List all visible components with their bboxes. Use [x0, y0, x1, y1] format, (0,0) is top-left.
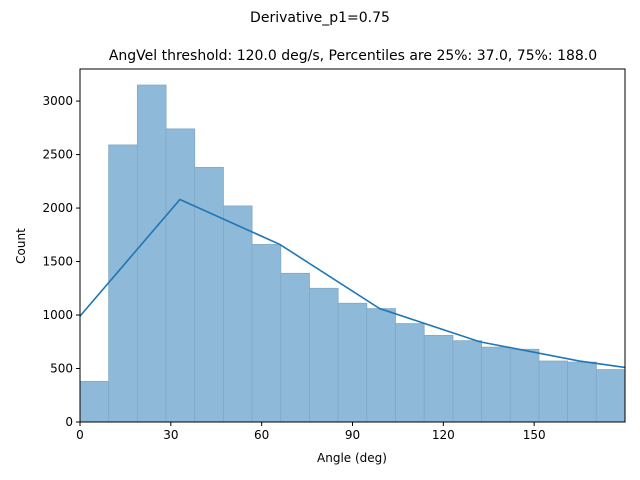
histogram-bar: [165, 128, 196, 423]
histogram-bar: [280, 272, 310, 423]
histogram-bar: [395, 323, 425, 423]
x-tick-label: 30: [163, 428, 178, 442]
x-axis-ticks: 0 30 60 90 120 150: [76, 422, 546, 442]
kde-line: [79, 198, 626, 369]
histogram-bar: [452, 340, 482, 423]
histogram-bar: [136, 84, 167, 423]
y-axis-label: Count: [14, 228, 28, 264]
y-tick-label: 1000: [42, 308, 73, 322]
x-tick-label: 120: [432, 428, 455, 442]
histogram-bar: [538, 360, 569, 423]
histogram-bar: [423, 334, 454, 423]
y-tick-label: 1500: [42, 255, 73, 269]
y-tick-label: 500: [50, 362, 73, 376]
histogram-bar: [595, 369, 626, 423]
chart-title: AngVel threshold: 120.0 deg/s, Percentil…: [109, 48, 597, 64]
histogram-bar: [366, 308, 396, 423]
y-axis-ticks: 0 500 1000 1500 2000 2500 3000: [42, 94, 80, 429]
x-axis-label: Angle (deg): [317, 451, 387, 465]
histogram-bar: [337, 302, 368, 423]
histogram-bar: [251, 244, 282, 423]
histogram-bar: [194, 167, 224, 423]
y-tick-label: 3000: [42, 94, 73, 108]
histogram-bar: [481, 346, 511, 423]
y-tick-label: 0: [65, 415, 73, 429]
histogram-bar: [309, 287, 339, 423]
histogram-bar: [223, 205, 253, 423]
x-tick-label: 60: [254, 428, 269, 442]
y-tick-label: 2500: [42, 148, 73, 162]
histogram-bar: [567, 361, 597, 423]
x-tick-label: 0: [76, 428, 84, 442]
histogram-bars: [79, 84, 626, 423]
histogram-bar: [509, 348, 540, 423]
y-tick-label: 2000: [42, 201, 73, 215]
x-tick-label: 90: [345, 428, 360, 442]
histogram-bar: [108, 144, 138, 423]
histogram-bar: [79, 380, 110, 423]
chart-suptitle: Derivative_p1=0.75: [250, 10, 390, 26]
x-tick-label: 150: [523, 428, 546, 442]
